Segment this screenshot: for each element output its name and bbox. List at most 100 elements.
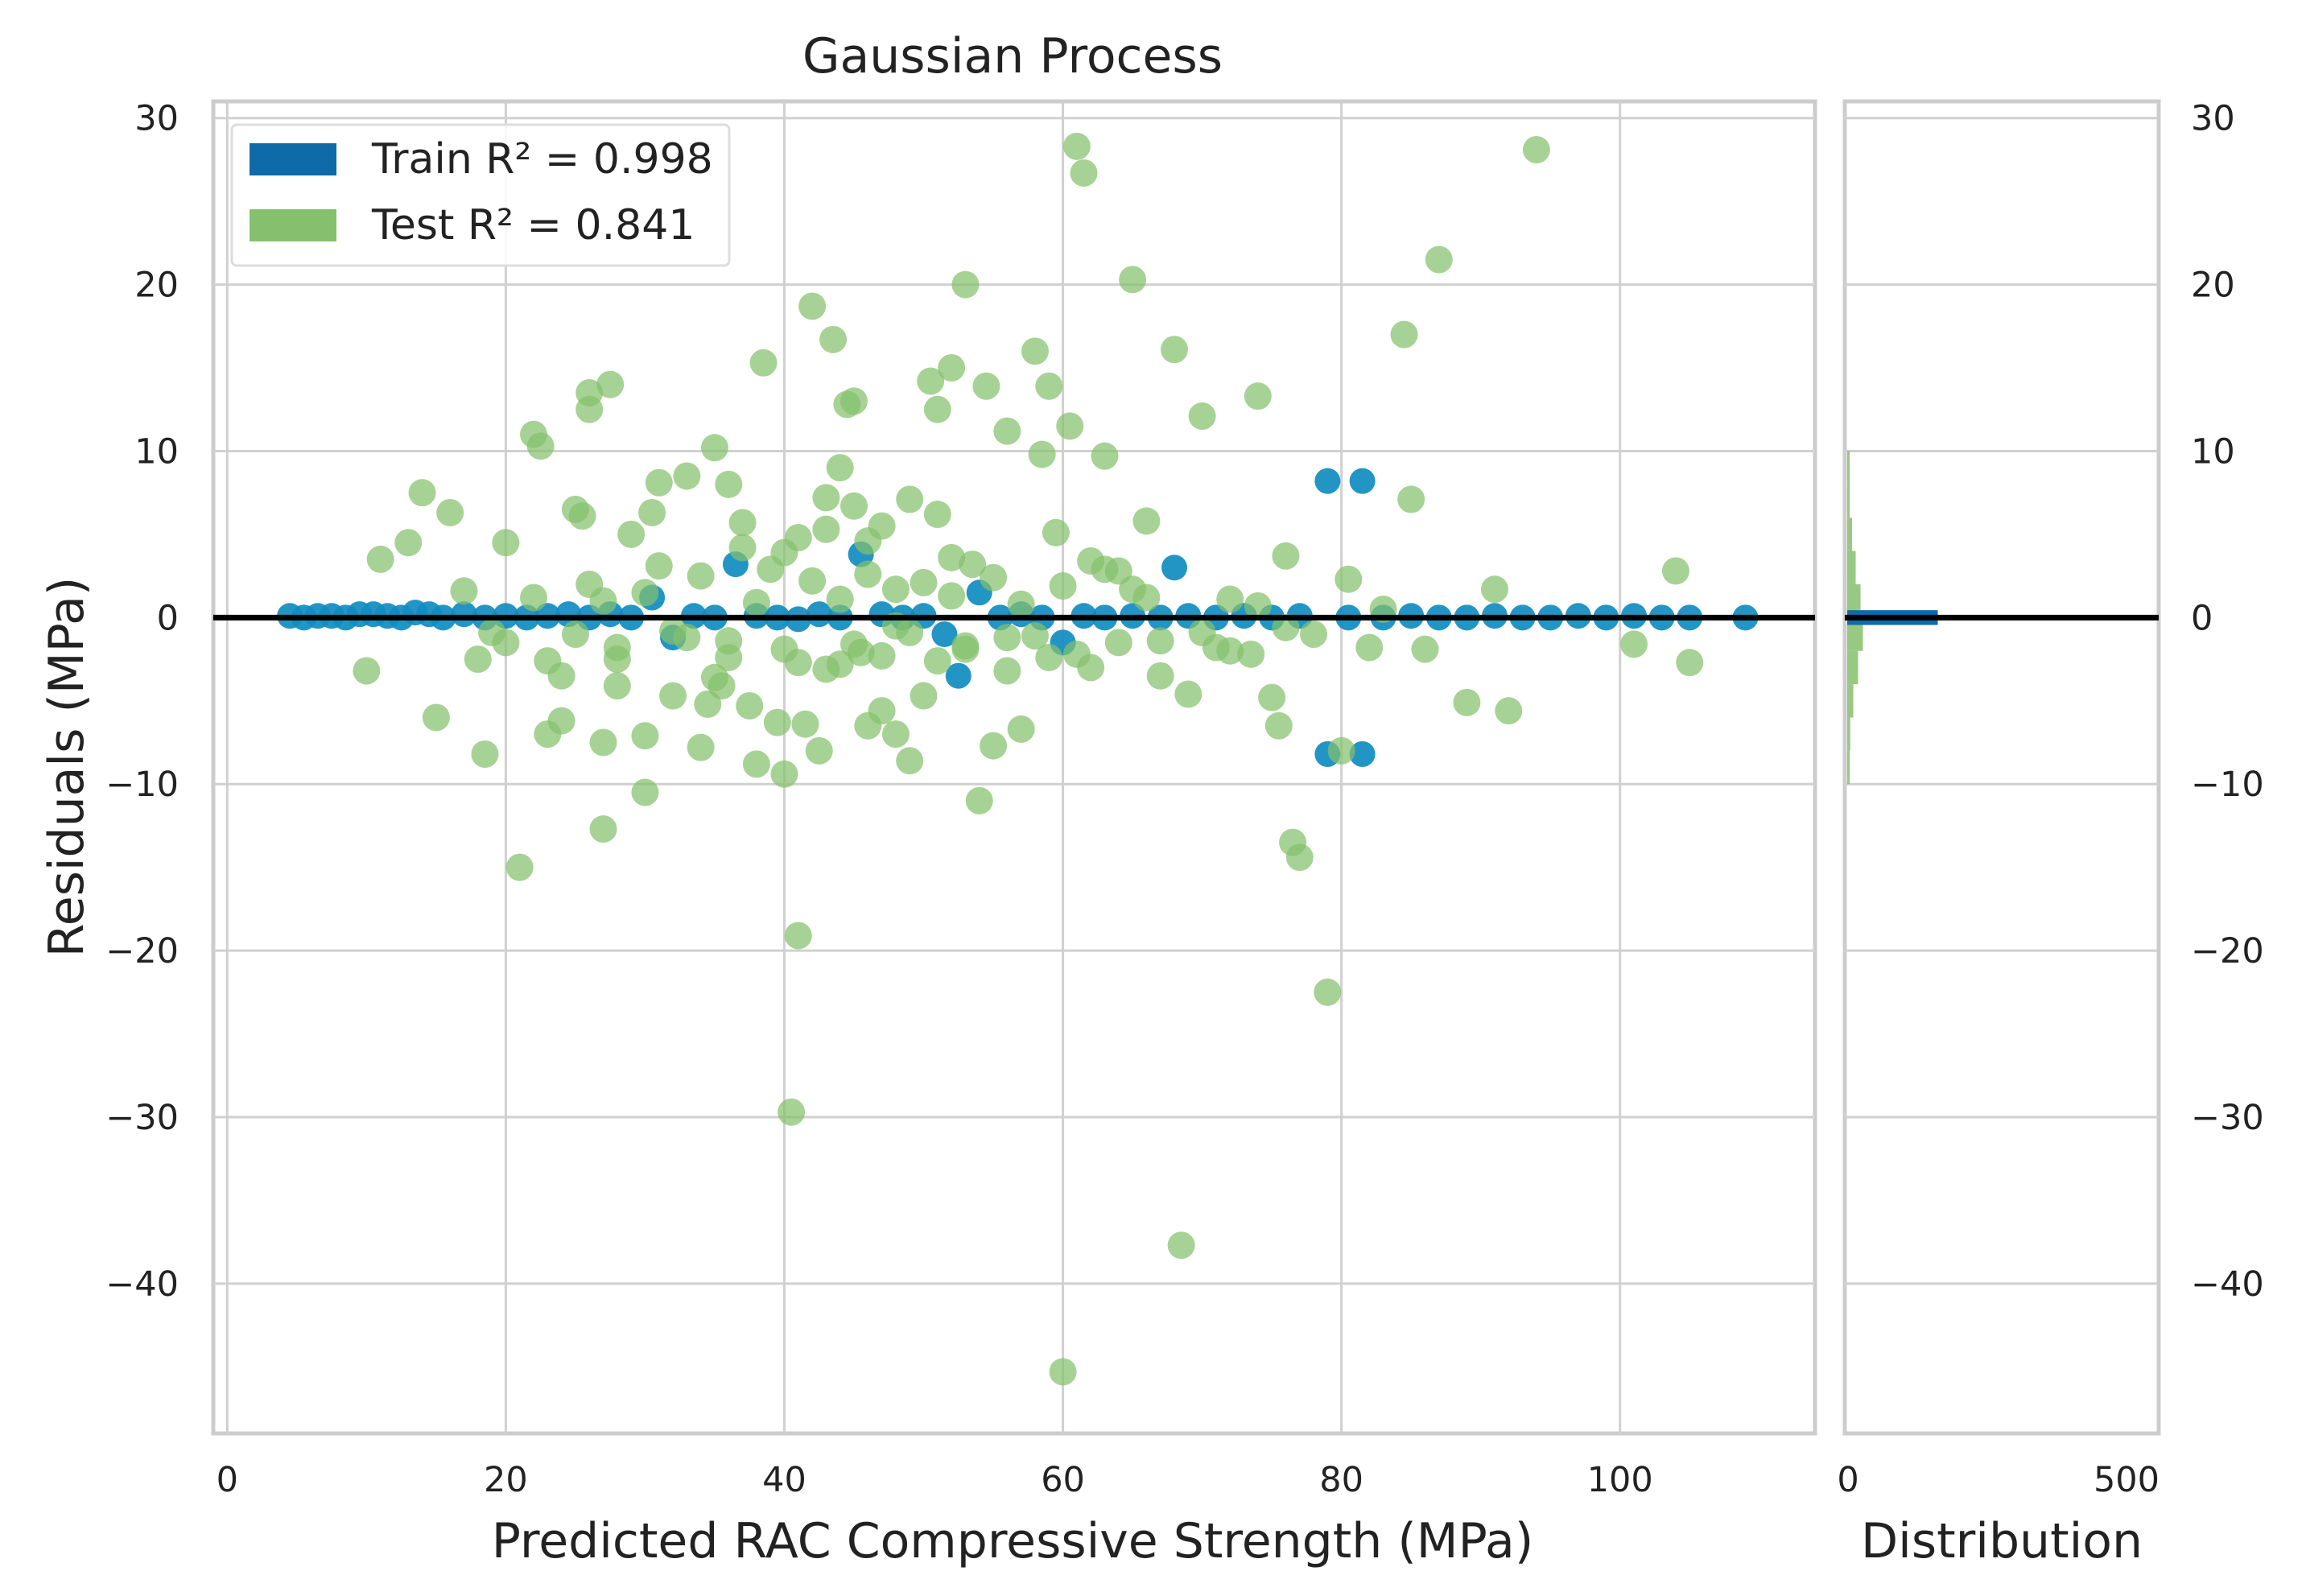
test-point [1056,412,1084,440]
test-point [965,786,993,814]
test-distribution-bar [1847,717,1850,751]
y-tick-label: −20 [105,931,179,971]
test-point [736,691,764,720]
legend: Train R² = 0.998 Test R² = 0.841 [230,123,731,267]
test-point [596,370,625,398]
y-tick-label: 10 [134,431,179,472]
test-point [422,703,450,732]
legend-label-train: Train R² = 0.998 [371,135,713,184]
test-point [631,778,659,806]
test-point [520,584,547,612]
test-point [980,563,1008,592]
test-point [770,760,798,788]
test-point [1335,565,1363,593]
test-point [687,733,715,761]
test-point [910,682,938,710]
test-point [1146,627,1174,655]
test-point [589,815,617,843]
test-point [645,552,673,580]
test-distribution-bar [1847,650,1858,685]
test-point [993,417,1021,445]
test-point [993,624,1021,652]
test-point [715,470,743,498]
test-point [1161,336,1188,364]
test-point [1272,613,1300,641]
y-tick-label: −10 [105,765,179,805]
test-point [826,650,854,678]
test-point [923,395,951,423]
train-distribution-bar [1847,610,1938,617]
test-point [505,853,534,881]
test-point [589,587,617,615]
test-point [1021,337,1049,365]
distribution-tick-labels: 30 20 10 0 −10 −20 −30 −40 0 500 [1837,99,2263,1500]
test-point [673,462,701,490]
train-point [1349,468,1376,494]
test-point [742,750,770,778]
test-point [436,498,464,526]
test-point [1244,592,1272,620]
test-point [617,520,646,548]
legend-swatch-test [250,209,336,241]
test-point [478,618,506,646]
test-point [798,567,827,595]
test-point [700,434,728,462]
chart-title: Gaussian Process [802,28,1223,85]
test-point [1035,372,1063,400]
test-point [812,515,840,543]
distribution-y-tick-label: 20 [2191,266,2235,306]
test-point [659,682,687,710]
test-point [1049,572,1077,600]
scatter-points [277,132,1759,1386]
test-point [840,387,868,415]
test-point [366,545,394,573]
test-point [868,641,896,670]
test-point [1272,542,1300,570]
test-point [819,325,848,353]
test-distribution-bar [1847,750,1850,785]
test-point [1522,135,1550,163]
test-point [568,502,596,530]
y-tick-label: −40 [105,1264,179,1305]
test-point [603,645,631,674]
test-point [1188,618,1216,646]
test-point [896,485,924,513]
test-point [784,524,812,552]
distribution-histogram [1847,451,1938,785]
test-point [1425,245,1453,274]
test-point [972,372,1000,400]
x-axis-label: Predicted RAC Compressive Strength (MPa) [492,1513,1533,1569]
test-point [1167,1231,1195,1260]
train-point [931,621,958,647]
y-tick-label: 20 [134,266,179,306]
test-point [1021,622,1049,650]
test-point [938,582,966,610]
test-point [770,635,798,663]
distribution-y-tick-label: 0 [2191,598,2213,638]
test-point [749,348,778,377]
test-point [881,720,910,749]
test-point [805,736,833,765]
train-point [945,662,971,689]
test-point [1390,320,1418,348]
test-point [910,568,938,596]
test-point [923,647,951,675]
test-point [757,555,785,584]
test-point [1285,843,1314,872]
test-point [917,367,945,395]
train-point [1349,740,1376,767]
test-point [778,1098,806,1126]
test-point [638,498,666,526]
test-point [1355,633,1384,662]
main-gridlines [213,101,1815,1433]
x-tick-label: 40 [762,1460,806,1500]
test-point [1661,557,1689,585]
test-point [980,732,1008,760]
test-point [840,630,868,658]
x-tick-label: 0 [217,1460,238,1500]
test-point [589,728,617,757]
test-point [1258,683,1286,711]
test-point [959,551,987,579]
test-point [1216,637,1244,665]
